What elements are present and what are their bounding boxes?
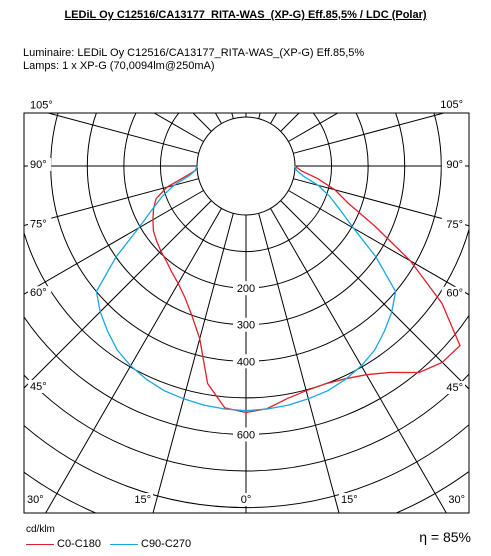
- lamps-info: Lamps: 1 x XP-G (70,0094lm@250mA): [23, 60, 215, 72]
- radial-tick-label: 400: [237, 356, 255, 368]
- grid-spoke: [280, 113, 300, 132]
- radial-tick-label: 200: [237, 283, 255, 295]
- angle-label-bg: [28, 217, 52, 231]
- angle-tick-label: 30°: [27, 494, 44, 506]
- angle-label-bg: [446, 493, 470, 506]
- chart-title: LEDiL Oy C12516/CA13177_RITA-WAS_(XP-G) …: [64, 9, 427, 21]
- grid-spoke: [45, 208, 222, 513]
- grid-spoke: [288, 190, 469, 296]
- legend-label: C90-C270: [141, 538, 192, 550]
- angle-tick-label: 0°: [241, 494, 252, 506]
- angle-tick-label: 45°: [30, 381, 47, 393]
- radial-label-bg: [233, 427, 259, 442]
- plot-frame: [23, 112, 470, 514]
- grid-spoke: [24, 178, 199, 227]
- legend-swatch: [26, 543, 54, 545]
- grid-spoke: [24, 190, 204, 295]
- grid-spoke: [153, 113, 204, 142]
- angle-tick-label: 90°: [446, 159, 463, 171]
- grid-spoke: [293, 178, 469, 227]
- angle-label-bg: [338, 493, 363, 506]
- angle-label-bg: [441, 286, 465, 300]
- angle-tick-label: 15°: [341, 494, 358, 506]
- angle-tick-label: 75°: [30, 218, 47, 230]
- grid-spoke: [192, 113, 212, 132]
- grid-spoke: [258, 113, 261, 119]
- radial-label-bg: [233, 354, 259, 369]
- angle-label-bg: [441, 381, 465, 394]
- angle-label-bg: [22, 493, 46, 506]
- angle-tick-label: 60°: [446, 288, 463, 300]
- angle-label-bg: [28, 286, 52, 300]
- grid-ring: [196, 116, 296, 216]
- radial-tick-label: 600: [237, 429, 255, 441]
- angle-label-bg: [441, 158, 465, 171]
- angle-tick-label: 30°: [448, 494, 465, 506]
- legend-item-c90-c270: C90-C270: [110, 538, 191, 550]
- legend-swatch: [110, 543, 138, 545]
- grid-spoke: [270, 113, 278, 124]
- angle-tick-label: 90°: [30, 159, 47, 171]
- angle-label-bg: [435, 98, 465, 112]
- grid-spoke: [46, 113, 199, 154]
- grid-spoke: [24, 200, 212, 389]
- angle-tick-label: 105°: [440, 99, 463, 111]
- angle-label-bg: [237, 493, 255, 506]
- grid-spoke: [231, 113, 234, 119]
- angle-label-bg: [28, 98, 58, 112]
- angle-label-bg: [28, 380, 52, 393]
- units-label: cd/klm: [26, 524, 55, 535]
- angle-tick-label: 60°: [30, 287, 47, 299]
- grid-spoke: [293, 113, 446, 154]
- angle-tick-label: 45°: [446, 382, 463, 394]
- legend-item-c0-c180: C0-C180: [26, 538, 101, 550]
- luminaire-info: Luminaire: LEDiL Oy C12516/CA13177_RITA-…: [23, 47, 365, 59]
- angle-label-bg: [28, 158, 52, 171]
- efficiency-label: η = 85%: [419, 529, 471, 545]
- radial-label-bg: [233, 317, 259, 332]
- radial-label-bg: [233, 281, 259, 296]
- grid-spoke: [152, 213, 234, 513]
- angle-label-bg: [129, 493, 154, 506]
- angle-tick-label: 75°: [446, 219, 463, 231]
- legend-label: C0-C180: [57, 538, 102, 550]
- grid-spoke: [280, 200, 469, 390]
- angle-tick-label: 105°: [30, 100, 53, 112]
- grid-spoke: [214, 113, 222, 124]
- angle-tick-label: 15°: [134, 494, 151, 506]
- angle-label-bg: [441, 217, 465, 231]
- series-curve-c0-c180: [152, 165, 461, 414]
- grid-spoke: [258, 213, 340, 513]
- grid-spoke: [270, 208, 447, 513]
- radial-tick-label: 300: [237, 320, 255, 332]
- series-curve-c90-c270: [95, 165, 397, 412]
